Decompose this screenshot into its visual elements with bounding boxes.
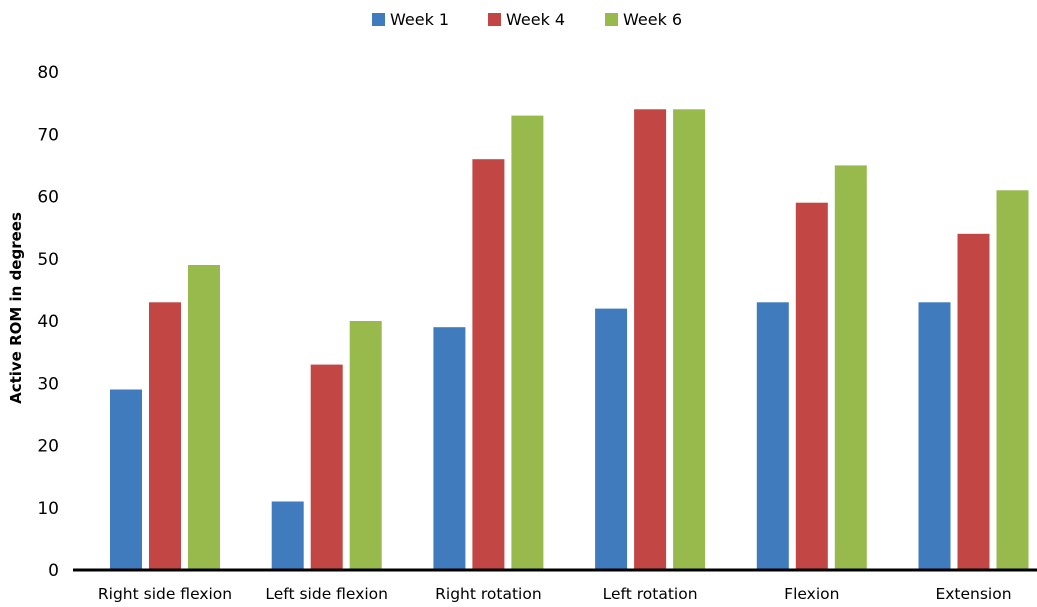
legend-label: Week 6 — [623, 10, 682, 29]
y-tick-label: 50 — [37, 250, 59, 270]
y-tick-label: 70 — [37, 125, 59, 145]
y-tick-label: 40 — [37, 312, 59, 332]
legend: Week 1 Week 4 Week 6 — [372, 10, 682, 29]
bar-week-1 — [918, 302, 951, 570]
bar-week-1 — [271, 501, 304, 570]
x-category-label: Flexion — [784, 585, 839, 603]
x-category-label: Right rotation — [435, 585, 542, 603]
bar-week-1 — [756, 302, 789, 570]
bar-week-6 — [673, 109, 706, 571]
x-category-label: Left side flexion — [265, 585, 388, 603]
y-tick-label: 10 — [37, 499, 59, 519]
bar-week-6 — [996, 190, 1029, 571]
bars — [110, 109, 1029, 571]
bar-week-4 — [957, 233, 990, 571]
x-category-label: Extension — [935, 585, 1011, 603]
x-axis-categories: Right side flexion Left side flexion Right… — [98, 585, 1012, 603]
y-axis-title: Active ROM in degrees — [7, 212, 25, 404]
y-tick-label: 0 — [48, 561, 59, 581]
bar-week-1 — [595, 308, 628, 570]
bar-week-4 — [472, 159, 505, 570]
x-category-label: Left rotation — [603, 585, 698, 603]
bar-week-6 — [834, 165, 867, 570]
y-tick-label: 30 — [37, 374, 59, 394]
legend-swatch — [605, 13, 618, 26]
legend-label: Week 1 — [390, 10, 449, 29]
bar-week-4 — [149, 302, 181, 570]
bar-week-4 — [634, 109, 667, 571]
bar-week-6 — [511, 115, 544, 570]
legend-swatch — [372, 13, 385, 26]
bar-week-6 — [188, 265, 220, 570]
y-tick-label: 60 — [37, 188, 59, 208]
y-axis-ticks: 0 10 20 30 40 50 60 70 80 — [37, 63, 59, 581]
y-tick-label: 80 — [37, 63, 59, 83]
legend-swatch — [488, 13, 501, 26]
x-category-label: Right side flexion — [98, 585, 232, 603]
y-tick-label: 20 — [37, 437, 59, 457]
bar-week-1 — [433, 327, 466, 570]
bar-week-4 — [795, 202, 828, 570]
bar-week-4 — [310, 364, 343, 570]
bar-week-6 — [349, 321, 382, 570]
bar-week-1 — [110, 389, 142, 570]
legend-label: Week 4 — [506, 10, 565, 29]
